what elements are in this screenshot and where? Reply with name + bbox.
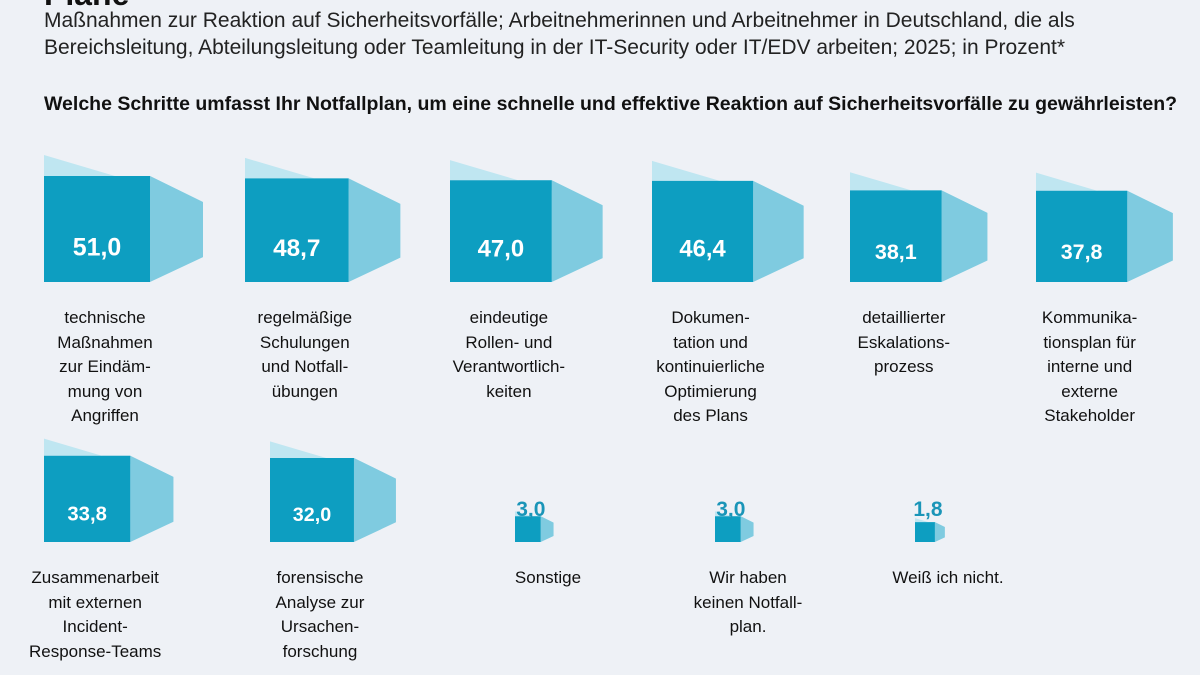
data-label: 47,0 (478, 236, 525, 263)
data-label: 33,8 (67, 503, 106, 525)
data-label: 46,4 (679, 236, 726, 263)
block-side-face (1127, 190, 1173, 282)
data-label: 3,0 (516, 498, 545, 521)
block-side-face (934, 522, 945, 542)
block-front-face (44, 455, 131, 542)
category-label: eindeutige Rollen- und Verantwortlich- k… (452, 308, 566, 401)
block-side-face (753, 180, 804, 282)
block-front-face (44, 176, 150, 282)
block-side-face (348, 178, 401, 282)
block-side-face (150, 176, 203, 282)
category-label: Wir haben keinen Notfall- plan. (693, 568, 803, 636)
category-label: forensische Analyse zur Ursachen- forsch… (275, 568, 365, 661)
block-front-face (450, 180, 552, 282)
category-label: Kommunika- tionsplan für interne und ext… (1041, 308, 1138, 425)
block-front-face (270, 458, 354, 542)
category-label: regelmäßige Schulungen und Notfall- übun… (257, 308, 353, 401)
block-side-face (941, 190, 988, 282)
page-title: Pläne (44, 0, 129, 10)
category-label: technische Maßnahmen zur Eindäm- mung vo… (57, 308, 153, 425)
data-label: 3,0 (716, 498, 745, 521)
data-label: 38,1 (875, 240, 917, 264)
data-label: 48,7 (273, 235, 320, 262)
data-label: 1,8 (913, 498, 943, 521)
block-front-face (715, 516, 741, 542)
block-side-face (740, 516, 754, 542)
data-label: 37,8 (1061, 240, 1103, 264)
block-side-face (551, 180, 603, 282)
data-label: 51,0 (73, 234, 121, 262)
block-front-face (515, 516, 541, 542)
category-label: Dokumen- tation und kontinuierliche Opti… (656, 308, 765, 425)
block-side-face (540, 516, 554, 542)
block-front-face (915, 522, 935, 542)
block-side-face (130, 455, 174, 542)
block-side-face (353, 458, 396, 542)
chart-subtitle: Maßnahmen zur Reaktion auf Sicherheitsvo… (44, 9, 1075, 59)
category-label: Sonstige (514, 568, 582, 587)
block-front-face (850, 190, 942, 282)
block-front-face (245, 178, 349, 282)
category-label: detaillierter Eskalations- prozess (857, 308, 951, 376)
category-label: Weiß ich nicht. (892, 568, 1004, 587)
survey-question: Welche Schritte umfasst Ihr Notfallplan,… (44, 93, 1178, 115)
block-front-face (1036, 190, 1128, 282)
block-front-face (652, 180, 754, 282)
data-label: 32,0 (293, 504, 331, 526)
category-label: Zusammenarbeit mit externen Incident- Re… (29, 568, 162, 661)
